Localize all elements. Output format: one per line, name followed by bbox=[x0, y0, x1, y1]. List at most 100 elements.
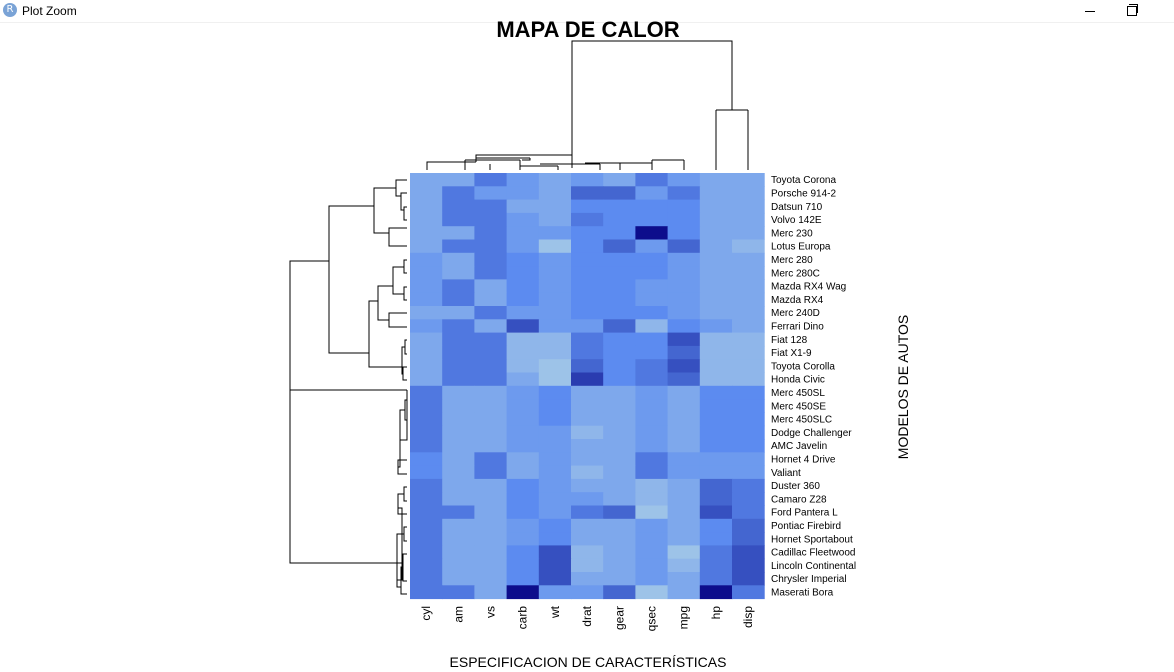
heatmap-cell bbox=[410, 505, 443, 520]
heatmap-cell bbox=[732, 173, 765, 187]
heatmap-cell bbox=[474, 252, 508, 267]
heatmap-cell bbox=[699, 465, 733, 480]
heatmap-cell bbox=[603, 518, 636, 533]
heatmap-cell bbox=[538, 252, 572, 267]
heatmap-cell bbox=[699, 399, 733, 413]
heatmap-cell bbox=[538, 452, 572, 467]
heatmap-cell bbox=[410, 226, 443, 240]
heatmap-cell bbox=[571, 252, 604, 267]
heatmap-cell bbox=[571, 332, 604, 347]
heatmap-cell bbox=[474, 345, 508, 360]
row-label: Camaro Z28 bbox=[771, 494, 827, 505]
heatmap-cell bbox=[538, 173, 572, 187]
heatmap-cell bbox=[635, 399, 669, 413]
row-label: Valiant bbox=[771, 468, 801, 479]
heatmap-cell bbox=[699, 478, 733, 493]
heatmap-cell bbox=[732, 252, 765, 267]
row-dendrogram-branch bbox=[397, 467, 407, 475]
heatmap-cell bbox=[571, 439, 604, 453]
heatmap-cell bbox=[442, 572, 475, 586]
column-label: drat bbox=[580, 605, 594, 626]
row-dendrogram-branch bbox=[377, 301, 389, 321]
heatmap-cell bbox=[732, 372, 765, 387]
heatmap-cell bbox=[506, 372, 540, 387]
heatmap-cell bbox=[442, 372, 475, 387]
heatmap-cell bbox=[410, 452, 443, 467]
heatmap-cell bbox=[571, 239, 604, 254]
column-label: mpg bbox=[677, 606, 691, 629]
heatmap-cell bbox=[506, 239, 540, 254]
heatmap-cell bbox=[442, 399, 475, 413]
heatmap-cell bbox=[699, 212, 733, 227]
row-label: Duster 360 bbox=[771, 481, 820, 492]
heatmap-cell bbox=[699, 545, 733, 560]
row-dendrogram-branch bbox=[396, 533, 404, 580]
row-dendrogram bbox=[289, 179, 408, 595]
heatmap-cell bbox=[474, 199, 508, 214]
heatmap-cell bbox=[506, 226, 540, 240]
heatmap-cell bbox=[635, 532, 669, 546]
minimize-icon bbox=[1085, 10, 1095, 12]
heatmap-cell bbox=[571, 558, 604, 573]
heatmap-cell bbox=[667, 306, 701, 320]
row-label: Merc 240D bbox=[771, 308, 820, 319]
row-label: Merc 450SL bbox=[771, 388, 825, 399]
heatmap-cell bbox=[474, 412, 508, 427]
row-label: Maserati Bora bbox=[771, 587, 834, 598]
heatmap-cell bbox=[571, 572, 604, 586]
heatmap-cell bbox=[635, 478, 669, 493]
row-dendrogram-branch bbox=[403, 259, 407, 267]
heatmap-cell bbox=[538, 478, 572, 493]
heatmap-cell bbox=[506, 252, 540, 267]
row-dendrogram-branch bbox=[373, 187, 396, 206]
heatmap-cell bbox=[506, 572, 540, 586]
heatmap-cell bbox=[699, 558, 733, 573]
row-dendrogram-branch bbox=[397, 508, 407, 515]
heatmap-cell bbox=[410, 558, 443, 573]
heatmap-cell bbox=[571, 372, 604, 387]
heatmap-cell bbox=[732, 545, 765, 560]
restore-button[interactable] bbox=[1112, 0, 1152, 22]
heatmap-cell bbox=[410, 199, 443, 214]
heatmap-cell bbox=[603, 399, 636, 413]
heatmap-cell bbox=[474, 492, 508, 506]
heatmap-cell bbox=[635, 439, 669, 453]
heatmap-cell bbox=[699, 173, 733, 187]
heatmap-cell bbox=[506, 399, 540, 413]
row-dendrogram-branch bbox=[395, 179, 407, 188]
heatmap-cell bbox=[732, 518, 765, 533]
heatmap-cell bbox=[699, 585, 733, 600]
heatmap-cell bbox=[571, 173, 604, 187]
heatmap-cell bbox=[732, 585, 765, 600]
row-label: Merc 280 bbox=[771, 255, 813, 266]
heatmap-cell bbox=[732, 319, 765, 334]
row-dendrogram-branch bbox=[403, 486, 407, 494]
heatmap-cell bbox=[538, 505, 572, 520]
heatmap-cell bbox=[635, 412, 669, 427]
heatmap-cell bbox=[410, 372, 443, 387]
heatmap-cell bbox=[538, 545, 572, 560]
heatmap-cell bbox=[635, 266, 669, 280]
heatmap-cell bbox=[410, 545, 443, 560]
row-dendrogram-branch bbox=[397, 459, 407, 467]
heatmap-cell bbox=[506, 439, 540, 453]
column-dendrogram bbox=[426, 40, 749, 170]
heatmap-cell bbox=[732, 505, 765, 520]
heatmap-cell bbox=[699, 412, 733, 427]
column-label: wt bbox=[548, 605, 562, 619]
heatmap-cell bbox=[506, 332, 540, 347]
heatmap-cell bbox=[732, 345, 765, 360]
row-dendrogram-branch bbox=[400, 192, 407, 196]
heatmap-cell bbox=[442, 306, 475, 320]
column-label: hp bbox=[709, 606, 723, 620]
heatmap-cell bbox=[635, 585, 669, 600]
heatmap-cell bbox=[571, 199, 604, 214]
heatmap-cell bbox=[506, 478, 540, 493]
heatmap-cell bbox=[474, 572, 508, 586]
row-label: Mazda RX4 Wag bbox=[771, 282, 846, 293]
heatmap-cell bbox=[667, 412, 701, 427]
minimize-button[interactable] bbox=[1070, 0, 1110, 22]
heatmap-cell bbox=[410, 425, 443, 440]
heatmap-cell bbox=[732, 385, 765, 400]
